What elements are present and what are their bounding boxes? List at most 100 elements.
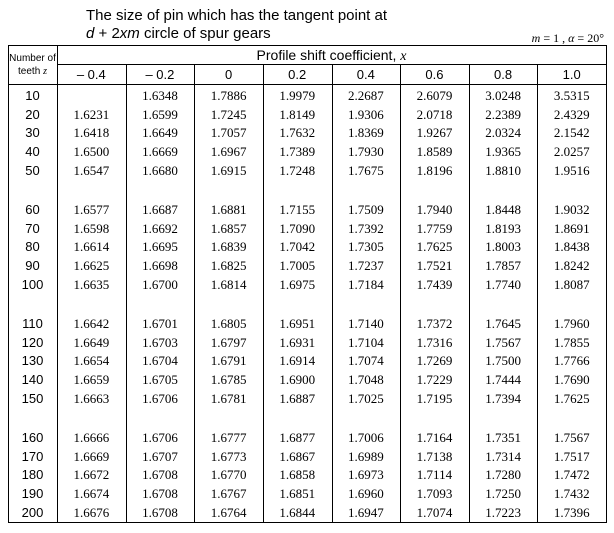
title-part: + 2 [94,25,120,42]
cell-value: 2.0257 [553,144,590,160]
teeth-number: 160 [21,430,44,445]
cell-value: 1.9032 [553,202,590,217]
cell-value: 1.7250 [485,486,521,502]
cell-value: 1.6825 [210,258,247,274]
cell-value: 1.6649 [142,125,178,141]
cell-value: 1.6791 [210,353,247,369]
cell-value: 1.6708 [142,486,178,502]
table-border [8,522,606,523]
column-header: 0.2 [288,67,307,82]
cell-value: 2.2687 [347,88,384,103]
cell-value: 1.7316 [416,334,453,350]
cell-value: 1.6707 [142,448,178,464]
cell-value: 1.6680 [142,162,178,178]
table-border [8,45,9,522]
cell-value: 1.6767 [210,486,247,502]
cell-value: 1.7625 [553,390,590,406]
cell-value: 1.7759 [416,220,453,236]
cell-value: 1.8369 [347,125,384,141]
column-header: 0.6 [425,67,444,82]
cell-value: 1.7886 [210,88,247,103]
cell-value: 1.7857 [485,258,521,274]
corner-text: Number of [9,53,56,64]
cell-value: 1.7432 [553,486,590,502]
cond-part: α [568,31,575,45]
cell-value: 1.6785 [210,372,247,388]
cell-value: 1.6915 [210,162,247,178]
cell-value: 1.6900 [279,372,316,388]
cell-value: 1.7164 [416,430,453,445]
cell-value: 1.6654 [73,353,110,369]
cell-value: 1.7500 [485,353,521,369]
cell-value: 1.8193 [485,220,521,236]
column-header: 0.4 [356,67,375,82]
cell-value: 1.7025 [347,390,384,406]
group-header-text: Profile shift coefficient, [256,47,401,63]
cell-value: 1.8087 [553,276,590,292]
cell-value: 1.9516 [553,162,590,178]
cell-value: 1.6781 [210,390,247,406]
cell-value: 1.6666 [73,430,110,445]
cell-value: 2.0324 [485,125,521,141]
cell-value: 1.8003 [485,239,521,255]
cell-value: 1.8448 [485,202,521,217]
cell-value: 1.6975 [279,276,316,292]
cell-value: 1.7392 [347,220,384,236]
column-rule [400,64,401,522]
column-rule [263,64,264,522]
cell-value: 1.6692 [142,220,178,236]
teeth-number: 170 [21,448,44,464]
column-header: 0.8 [494,67,513,82]
cell-value: 1.7521 [416,258,453,274]
teeth-number: 200 [21,504,44,520]
cell-value: 1.6676 [73,504,110,520]
cell-value: 1.7472 [553,467,590,483]
column-rule [57,45,58,522]
header-rule [8,84,606,85]
title-line: d + 2xm circle of spur gears [86,26,271,41]
cell-value: 1.6814 [210,276,247,292]
cell-value: 1.6858 [279,467,316,483]
cell-value: 1.8149 [279,106,316,122]
cell-value: 1.7690 [553,372,590,388]
cell-value: 1.6877 [279,430,316,445]
cell-value: 1.6614 [73,239,110,255]
cell-value: 1.6687 [142,202,178,217]
group-header: Profile shift coefficient, x [57,48,606,64]
cell-value: 1.7090 [279,220,316,236]
cell-value: 1.7396 [553,504,590,520]
cell-value: 1.6839 [210,239,247,255]
cell-value: 1.6649 [73,334,110,350]
cell-value: 1.8589 [416,144,453,160]
corner-header: Number of teeth z [8,52,57,78]
cell-value: 1.7567 [485,334,521,350]
cell-value: 1.6844 [279,504,316,520]
cell-value: 1.6635 [73,276,110,292]
cell-value: 1.6642 [73,316,110,331]
cell-value: 1.8196 [416,162,453,178]
cell-value: 1.7305 [347,239,384,255]
cell-value: 1.6805 [210,316,247,331]
cell-value: 1.6960 [347,486,384,502]
cell-value: 1.6672 [73,467,110,483]
cell-value: 1.7006 [347,430,384,445]
cell-value: 1.6669 [142,144,178,160]
cell-value: 1.7444 [485,372,521,388]
teeth-number: 190 [21,486,44,502]
title-part: circle of spur gears [139,25,271,42]
conditions: m = 1 , α = 20° [532,32,604,44]
cell-value: 1.6706 [142,430,178,445]
cell-value: 1.7645 [485,316,521,331]
cell-value: 1.7314 [485,448,521,464]
cell-value: 1.7372 [416,316,453,331]
cell-value: 1.6577 [73,202,110,217]
cell-value: 1.6231 [73,106,110,122]
cell-value: 1.7269 [416,353,453,369]
cell-value: 1.7389 [279,144,316,160]
cell-value: 3.0248 [485,88,521,103]
cell-value: 1.7114 [416,467,453,483]
cell-value: 2.4329 [553,106,590,122]
cell-value: 1.7237 [347,258,384,274]
cell-value: 1.7248 [279,162,316,178]
